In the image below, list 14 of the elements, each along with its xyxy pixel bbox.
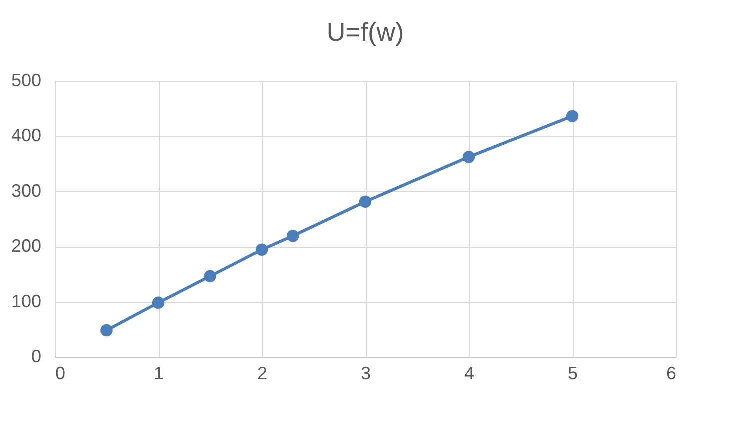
x-tick-label: 3: [360, 364, 372, 384]
x-tick-label: 1: [154, 364, 164, 384]
y-tick-label: 200: [11, 236, 42, 256]
chart-title: U=f(w): [326, 17, 404, 47]
y-tick-label: 300: [11, 180, 42, 201]
x-tick-label: 0: [56, 364, 66, 384]
x-tick-label: 4: [464, 364, 475, 384]
x-tick-label: 5: [568, 364, 578, 384]
y-tick-label: 100: [11, 291, 42, 312]
x-tick-label: 6: [666, 364, 676, 384]
y-tick-label: 400: [11, 126, 42, 146]
x-tick-label: 2: [257, 364, 268, 384]
y-tick-label: 500: [11, 70, 42, 90]
y-tick-label: 0: [31, 346, 42, 366]
